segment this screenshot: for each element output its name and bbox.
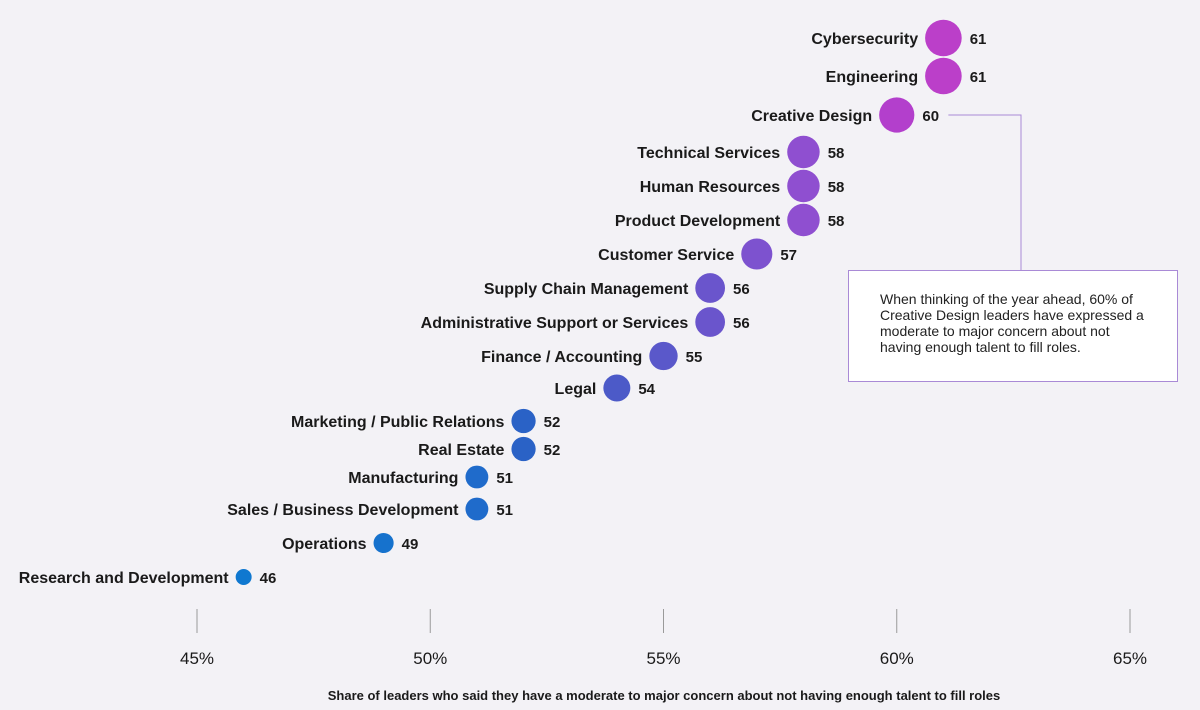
data-point [879,97,915,133]
category-label: Sales / Business Development [227,502,459,519]
value-label: 61 [970,31,987,48]
value-label: 56 [733,315,750,332]
data-point [787,135,820,169]
category-label: Customer Service [598,247,734,264]
category-label: Technical Services [637,145,780,162]
value-label: 58 [828,145,845,162]
x-tick-label: 55% [646,649,680,668]
x-tick-label: 65% [1113,649,1147,668]
data-point [465,465,489,489]
data-point [925,19,962,57]
category-label: Legal [555,381,597,398]
value-label: 58 [828,179,845,196]
data-point [649,341,678,371]
value-label: 52 [544,442,561,459]
category-label: Research and Development [19,570,230,587]
category-label: Finance / Accounting [481,349,642,366]
value-label: 52 [544,414,561,431]
category-label: Manufacturing [348,470,458,487]
data-point [787,203,820,237]
annotation-connector [948,114,1022,270]
annotation-callout: When thinking of the year ahead, 60% of … [848,270,1178,382]
data-point [235,569,252,585]
category-label: Supply Chain Management [484,281,689,298]
x-tick-label: 45% [180,649,214,668]
value-label: 56 [733,281,750,298]
value-label: 60 [922,108,939,125]
value-label: 51 [496,502,513,519]
value-label: 57 [780,247,797,264]
category-label: Creative Design [751,108,872,125]
data-point [603,374,631,402]
category-label: Engineering [826,69,918,86]
category-label: Real Estate [418,442,504,459]
data-point [511,436,536,462]
value-label: 54 [638,381,655,398]
value-label: 51 [496,470,513,487]
category-label: Cybersecurity [811,31,918,48]
data-point [695,273,726,303]
data-point [787,169,820,203]
value-label: 55 [686,349,703,366]
value-label: 58 [828,213,845,230]
data-point [925,57,962,95]
data-point [373,532,394,554]
category-label: Human Resources [640,179,781,196]
x-axis-title: Share of leaders who said they have a mo… [328,688,1001,703]
value-label: 46 [260,570,277,587]
value-label: 49 [402,536,419,553]
data-point [741,238,773,270]
data-point [465,497,489,521]
x-tick-label: 50% [413,649,447,668]
data-point [511,408,536,434]
category-label: Product Development [615,213,781,230]
category-label: Operations [282,536,367,553]
category-label: Marketing / Public Relations [291,414,504,431]
value-label: 61 [970,69,987,86]
category-label: Administrative Support or Services [421,315,689,332]
data-point [695,307,726,337]
x-tick-label: 60% [880,649,914,668]
